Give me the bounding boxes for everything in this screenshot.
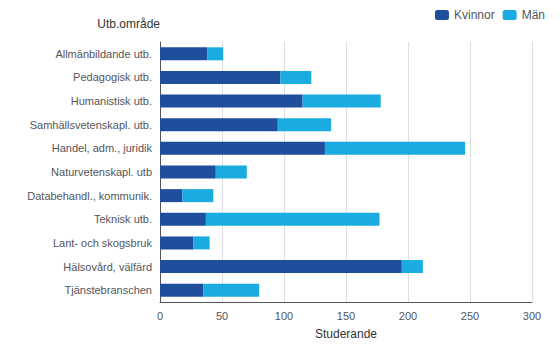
svg-text:Hälsovård, välfärd: Hälsovård, välfärd <box>63 261 152 273</box>
svg-text:250: 250 <box>461 310 479 322</box>
svg-text:Humanistisk utb.: Humanistisk utb. <box>71 95 152 107</box>
svg-text:Kvinnor: Kvinnor <box>454 8 495 22</box>
svg-text:0: 0 <box>157 310 163 322</box>
svg-text:200: 200 <box>399 310 417 322</box>
svg-text:Naturvetenskapl. utb: Naturvetenskapl. utb <box>51 166 152 178</box>
svg-text:Databehandl., kommunik.: Databehandl., kommunik. <box>27 190 152 202</box>
svg-text:Handel, adm., juridik: Handel, adm., juridik <box>52 142 153 154</box>
svg-text:Män: Män <box>522 8 545 22</box>
svg-text:Allmänbildande utb.: Allmänbildande utb. <box>55 48 152 60</box>
svg-text:Lant- och skogsbruk: Lant- och skogsbruk <box>53 237 153 249</box>
svg-text:Pedagogisk utb.: Pedagogisk utb. <box>73 71 152 83</box>
svg-text:Teknisk utb.: Teknisk utb. <box>94 213 152 225</box>
svg-text:150: 150 <box>337 310 355 322</box>
svg-text:50: 50 <box>216 310 228 322</box>
svg-text:Samhällsvetenskapl. utb.: Samhällsvetenskapl. utb. <box>30 119 152 131</box>
svg-text:Tjänstebranschen: Tjänstebranschen <box>65 284 152 296</box>
svg-text:100: 100 <box>275 310 293 322</box>
svg-text:Studerande: Studerande <box>315 327 377 341</box>
svg-text:Utb.område: Utb.område <box>97 17 160 31</box>
svg-text:300: 300 <box>523 310 541 322</box>
